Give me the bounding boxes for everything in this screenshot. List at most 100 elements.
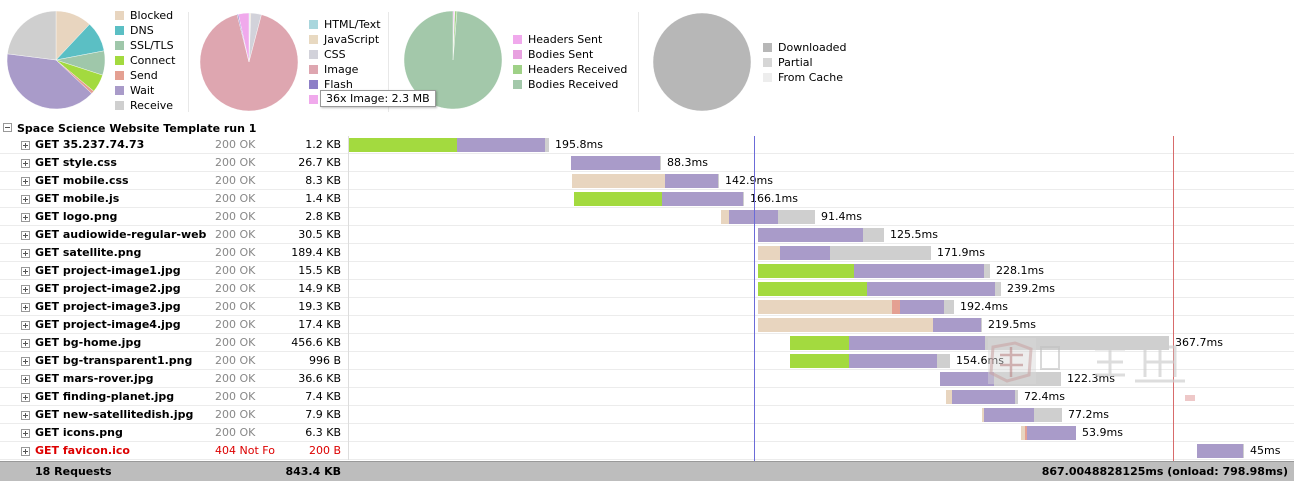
expand-icon[interactable] (21, 429, 30, 438)
legend-item: Send (115, 68, 175, 83)
timing-segment-wait (867, 282, 995, 296)
request-row[interactable]: GET style.css 200 OK 26.7 KB 88.3ms (0, 154, 1294, 172)
timing-segment-receive (937, 354, 950, 368)
traffic-legend: Headers Sent Bodies Sent Headers Received B… (513, 32, 627, 92)
request-row[interactable]: GET mobile.js 200 OK 1.4 KB 166.1ms (0, 190, 1294, 208)
expand-icon[interactable] (21, 213, 30, 222)
request-duration: 228.1ms (996, 264, 1044, 277)
expand-icon[interactable] (21, 393, 30, 402)
pie-slice-bodies-received[interactable] (403, 10, 503, 110)
request-row[interactable]: GET audiowide-regular-web 200 OK 30.5 KB 12… (0, 226, 1294, 244)
expand-icon[interactable] (21, 447, 30, 456)
request-url: GET project-image1.jpg (35, 264, 181, 277)
cache-pie-chart[interactable] (652, 12, 752, 112)
timeline-bar[interactable]: 367.7ms (348, 334, 1294, 352)
total-size: 843.4 KB (285, 465, 341, 478)
request-row[interactable]: GET satellite.png 200 OK 189.4 KB 171.9ms (0, 244, 1294, 262)
request-url: GET satellite.png (35, 246, 142, 259)
request-duration: 72.4ms (1024, 390, 1065, 403)
expand-icon[interactable] (21, 339, 30, 348)
legend-swatch (115, 11, 124, 20)
request-duration: 239.2ms (1007, 282, 1055, 295)
expand-icon[interactable] (21, 303, 30, 312)
timing-pie-chart[interactable] (6, 10, 106, 110)
timeline-bar[interactable]: 219.5ms (348, 316, 1294, 334)
timeline-bar[interactable]: 142.9ms (348, 172, 1294, 190)
timing-segment-receive (985, 336, 1169, 350)
timeline-bar[interactable]: 88.3ms (348, 154, 1294, 172)
expand-icon[interactable] (21, 141, 30, 150)
timing-segment-blocked (758, 300, 892, 314)
collapse-icon[interactable] (3, 123, 12, 132)
legend-swatch (309, 35, 318, 44)
timeline-bar[interactable]: 166.1ms (348, 190, 1294, 208)
legend-label: Bodies Received (528, 78, 619, 91)
request-size: 26.7 KB (298, 156, 341, 169)
timeline-bar[interactable]: 91.4ms (348, 208, 1294, 226)
timeline-bar[interactable]: 171.9ms (348, 244, 1294, 262)
legend-swatch (309, 80, 318, 89)
request-row[interactable]: GET icons.png 200 OK 6.3 KB 53.9ms (0, 424, 1294, 442)
expand-icon[interactable] (21, 195, 30, 204)
request-row[interactable]: GET bg-home.jpg 200 OK 456.6 KB 367.7ms (0, 334, 1294, 352)
timeline-bar[interactable]: 195.8ms (348, 136, 1294, 154)
expand-icon[interactable] (21, 159, 30, 168)
divider (188, 12, 189, 112)
expand-icon[interactable] (21, 375, 30, 384)
pie-slice-receive[interactable] (7, 10, 57, 61)
request-row[interactable]: GET 35.237.74.73 200 OK 1.2 KB 195.8ms (0, 136, 1294, 154)
content-pie-chart[interactable] (199, 12, 299, 112)
timing-segment-receive (995, 282, 1001, 296)
request-row[interactable]: GET bg-transparent1.png 200 OK 996 B 154.6m… (0, 352, 1294, 370)
request-status: 200 OK (215, 318, 256, 331)
legend-item: Blocked (115, 8, 175, 23)
request-row[interactable]: GET project-image1.jpg 200 OK 15.5 KB 228.1… (0, 262, 1294, 280)
timeline-bar[interactable]: 239.2ms (348, 280, 1294, 298)
pie-slice-other[interactable] (238, 12, 250, 63)
timeline-bar[interactable]: 125.5ms (348, 226, 1294, 244)
request-status: 200 OK (215, 408, 256, 421)
request-url: GET audiowide-regular-web (35, 228, 207, 241)
timeline-bar[interactable]: 72.4ms (348, 388, 1294, 406)
expand-icon[interactable] (21, 231, 30, 240)
request-group-header[interactable]: Space Science Website Template run 1 (0, 121, 1294, 136)
request-status: 200 OK (215, 336, 256, 349)
timeline-bar[interactable]: 228.1ms (348, 262, 1294, 280)
legend-item: HTML/Text (309, 17, 381, 32)
timeline-bar[interactable]: 53.9ms (348, 424, 1294, 442)
timing-legend: Blocked DNS SSL/TLS Connect Send Wait Receive (115, 8, 175, 113)
expand-icon[interactable] (21, 285, 30, 294)
pie-slice-downloaded[interactable] (652, 12, 752, 112)
divider (388, 12, 389, 112)
timing-segment-send (892, 300, 900, 314)
expand-icon[interactable] (21, 321, 30, 330)
expand-icon[interactable] (21, 357, 30, 366)
legend-label: HTML/Text (324, 18, 381, 31)
request-row[interactable]: GET logo.png 200 OK 2.8 KB 91.4ms (0, 208, 1294, 226)
request-row[interactable]: GET mobile.css 200 OK 8.3 KB 142.9ms (0, 172, 1294, 190)
request-row[interactable]: GET project-image4.jpg 200 OK 17.4 KB 219.5… (0, 316, 1294, 334)
timeline-bar[interactable]: 77.2ms (348, 406, 1294, 424)
pie-slice-wait[interactable] (6, 53, 93, 110)
expand-icon[interactable] (21, 249, 30, 258)
request-row[interactable]: GET finding-planet.jpg 200 OK 7.4 KB 72.4ms (0, 388, 1294, 406)
request-row[interactable]: GET favicon.ico 404 Not Fo 200 B 45ms (0, 442, 1294, 460)
request-row[interactable]: GET new-satellitedish.jpg 200 OK 7.9 KB 77.… (0, 406, 1294, 424)
timing-segment-receive (743, 192, 744, 206)
request-status: 200 OK (215, 300, 256, 313)
timeline-bar[interactable]: 45ms (348, 442, 1294, 460)
request-row[interactable]: GET project-image2.jpg 200 OK 14.9 KB 239.2… (0, 280, 1294, 298)
legend-label: DNS (130, 24, 154, 37)
legend-swatch (115, 26, 124, 35)
request-duration: 195.8ms (555, 138, 603, 151)
request-status: 200 OK (215, 282, 256, 295)
request-row[interactable]: GET project-image3.jpg 200 OK 19.3 KB 192.4… (0, 298, 1294, 316)
expand-icon[interactable] (21, 177, 30, 186)
expand-icon[interactable] (21, 411, 30, 420)
timeline-bar[interactable]: 192.4ms (348, 298, 1294, 316)
request-url: GET bg-home.jpg (35, 336, 142, 349)
pie-slice-image[interactable] (199, 14, 299, 112)
traffic-pie-chart[interactable] (403, 10, 503, 110)
expand-icon[interactable] (21, 267, 30, 276)
legend-label: JavaScript (324, 33, 380, 46)
